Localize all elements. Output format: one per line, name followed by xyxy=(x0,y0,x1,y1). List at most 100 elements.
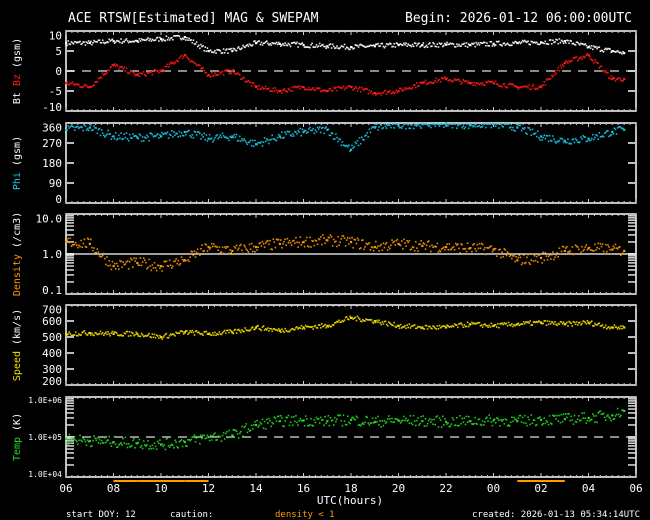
trace-point xyxy=(147,72,149,74)
data-point xyxy=(468,420,471,423)
trace-point xyxy=(367,92,370,95)
trace-point xyxy=(452,325,455,328)
trace-point xyxy=(357,317,360,319)
trace-point xyxy=(277,238,280,241)
trace-point xyxy=(191,134,194,136)
trace-point xyxy=(173,35,175,37)
trace-point xyxy=(586,140,589,142)
x-tick-label: 12 xyxy=(202,482,215,495)
trace-point xyxy=(110,39,113,41)
trace-point xyxy=(458,123,460,125)
trace-point xyxy=(192,137,195,139)
trace-point xyxy=(389,247,391,250)
trace-point xyxy=(81,440,83,443)
trace-point xyxy=(154,336,157,339)
trace-point xyxy=(87,40,90,42)
trace-point xyxy=(343,319,346,321)
data-point xyxy=(350,316,353,319)
trace-point xyxy=(472,244,474,246)
trace-point xyxy=(431,45,433,48)
trace-point xyxy=(376,123,378,126)
trace-point xyxy=(289,421,292,423)
trace-point xyxy=(620,51,622,54)
trace-point xyxy=(566,416,568,419)
trace-point xyxy=(349,237,351,240)
trace-point xyxy=(124,39,127,42)
trace-point xyxy=(594,136,596,139)
trace-point xyxy=(105,441,107,444)
trace-point xyxy=(365,415,367,418)
trace-point xyxy=(275,238,278,240)
trace-point xyxy=(261,240,264,243)
trace-point xyxy=(385,323,388,326)
trace-point xyxy=(531,85,534,87)
trace-point xyxy=(495,326,498,328)
trace-point xyxy=(452,418,455,421)
trace-point xyxy=(356,90,359,92)
trace-point xyxy=(233,133,236,136)
trace-point xyxy=(331,419,334,422)
trace-point xyxy=(98,127,101,130)
trace-point xyxy=(240,331,242,334)
trace-point xyxy=(471,42,473,45)
trace-point xyxy=(505,123,508,125)
trace-point xyxy=(67,40,69,42)
trace-point xyxy=(139,40,142,42)
trace-point xyxy=(107,41,109,44)
trace-point xyxy=(152,447,155,450)
trace-point xyxy=(297,328,299,330)
trace-point xyxy=(391,45,393,48)
trace-point xyxy=(180,38,183,41)
trace-point xyxy=(248,430,251,432)
trace-point xyxy=(581,412,583,414)
trace-point xyxy=(389,42,391,45)
trace-point xyxy=(440,76,443,79)
trace-point xyxy=(271,421,273,424)
trace-point xyxy=(600,413,603,415)
trace-point xyxy=(395,42,398,44)
trace-point xyxy=(384,320,387,323)
trace-point xyxy=(342,85,345,88)
data-point xyxy=(65,437,68,441)
trace-point xyxy=(344,423,347,426)
trace-point xyxy=(223,51,226,54)
trace-point xyxy=(140,264,143,267)
trace-point xyxy=(312,425,315,427)
trace-point xyxy=(385,127,388,129)
trace-point xyxy=(515,123,517,125)
trace-point xyxy=(78,439,80,442)
trace-point xyxy=(167,36,170,39)
trace-point xyxy=(358,137,361,139)
trace-point xyxy=(603,71,606,73)
trace-point xyxy=(69,82,72,84)
trace-point xyxy=(96,437,99,440)
trace-point xyxy=(548,320,551,323)
trace-point xyxy=(192,254,195,257)
trace-point xyxy=(559,137,562,140)
trace-point xyxy=(149,132,152,134)
trace-point xyxy=(410,325,413,328)
trace-point xyxy=(509,324,512,327)
trace-point xyxy=(616,127,619,129)
trace-point xyxy=(508,126,511,129)
data-point xyxy=(278,42,281,45)
trace-point xyxy=(517,256,520,259)
trace-point xyxy=(317,87,320,90)
trace-point xyxy=(396,238,399,241)
trace-point xyxy=(80,86,82,88)
trace-point xyxy=(532,419,535,422)
trace-point xyxy=(615,247,618,249)
trace-point xyxy=(368,45,371,47)
trace-point xyxy=(96,41,99,43)
trace-point xyxy=(318,238,321,241)
data-point xyxy=(136,136,139,139)
data-point xyxy=(397,324,400,327)
trace-point xyxy=(246,80,249,83)
trace-point xyxy=(98,255,101,257)
trace-point xyxy=(319,90,322,93)
trace-point xyxy=(477,247,480,250)
trace-point xyxy=(290,416,293,418)
trace-point xyxy=(208,439,211,442)
trace-point xyxy=(434,79,437,82)
trace-point xyxy=(352,147,354,149)
